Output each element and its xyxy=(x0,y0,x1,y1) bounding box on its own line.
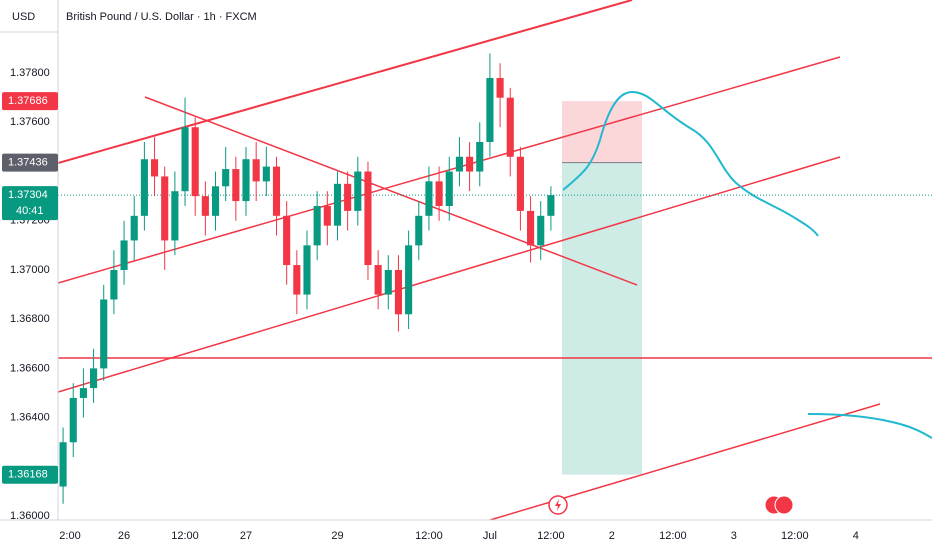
trend-line xyxy=(58,0,633,164)
candle-body xyxy=(537,215,545,246)
candle-body xyxy=(445,171,453,206)
trend-line xyxy=(489,403,881,520)
candle-body xyxy=(354,171,362,211)
candles xyxy=(59,53,555,504)
candle-body xyxy=(283,215,291,266)
candle-body xyxy=(242,159,250,202)
y-tick-label: 1.37800 xyxy=(10,67,50,79)
candle-body xyxy=(415,215,423,246)
target-price-label-bg xyxy=(2,465,58,484)
stop-price-label-bg xyxy=(2,92,58,111)
candle-body xyxy=(374,265,382,295)
trend-line xyxy=(144,96,638,286)
candle-body xyxy=(120,240,128,270)
x-tick-label: 12:00 xyxy=(781,530,809,542)
candle-body xyxy=(222,169,230,187)
candle-body xyxy=(110,269,118,300)
candle-body xyxy=(333,183,342,226)
candle-body xyxy=(364,171,372,266)
candle-body xyxy=(140,159,148,216)
countdown: 40:41 xyxy=(16,205,44,217)
candle-body xyxy=(516,156,524,211)
position-tool xyxy=(562,101,642,475)
candle-body xyxy=(466,156,474,172)
x-tick-label: 12:00 xyxy=(659,530,687,542)
candle-body xyxy=(405,245,413,315)
candle-body xyxy=(486,78,494,142)
target-zone xyxy=(562,162,642,475)
candle-body xyxy=(435,181,443,206)
x-tick-label: 26 xyxy=(118,530,130,542)
candle-body xyxy=(506,97,514,157)
projection-curve xyxy=(562,90,819,237)
candle-body xyxy=(455,156,463,172)
last-price-label: 1.37304 xyxy=(8,189,48,201)
candle-body xyxy=(272,166,281,216)
candle-body xyxy=(201,196,209,216)
candle-body xyxy=(130,215,138,241)
candle-body xyxy=(384,269,392,295)
candle-body xyxy=(171,191,179,241)
candle-body xyxy=(425,181,433,216)
x-tick-label: 2 xyxy=(609,530,615,542)
x-tick-label: 12:00 xyxy=(537,530,565,542)
candle-body xyxy=(191,127,199,197)
candle-body xyxy=(150,159,159,177)
candle-body xyxy=(181,127,189,192)
stop-price-label: 1.37686 xyxy=(8,95,48,107)
candle-body xyxy=(344,183,352,211)
candle-body xyxy=(313,205,321,246)
candle-body xyxy=(252,159,260,182)
x-tick-label: 4 xyxy=(853,530,859,542)
candle-body xyxy=(476,141,484,172)
candle-body xyxy=(293,265,301,295)
candle-body xyxy=(232,169,240,202)
x-tick-label: 12:00 xyxy=(415,530,443,542)
y-tick-label: 1.37600 xyxy=(10,116,50,128)
event-icon xyxy=(555,499,561,511)
trend-line xyxy=(58,156,841,393)
candle-body xyxy=(161,176,169,241)
x-tick-label: 29 xyxy=(331,530,343,542)
candle-body xyxy=(527,210,535,246)
candle-body xyxy=(496,78,504,98)
candle-body xyxy=(100,299,108,369)
event-icon xyxy=(774,495,794,515)
y-tick-label: 1.36800 xyxy=(10,313,50,325)
last-price-label-bg xyxy=(2,186,58,221)
candle-body xyxy=(547,195,555,216)
x-tick-label: Jul xyxy=(483,530,497,542)
candle-body xyxy=(303,245,311,295)
x-tick-label: 2:00 xyxy=(59,530,80,542)
entry-price-label: 1.37436 xyxy=(8,157,48,169)
target-price-label: 1.36168 xyxy=(8,469,48,481)
entry-price-label-bg xyxy=(2,153,58,172)
candle-body xyxy=(211,186,220,216)
candle-body xyxy=(262,166,270,182)
candle-body xyxy=(79,388,87,398)
y-tick-label: 1.36600 xyxy=(10,362,50,374)
x-tick-label: 3 xyxy=(731,530,737,542)
chart-title: British Pound / U.S. Dollar · 1h · FXCM xyxy=(66,11,257,23)
candle-body xyxy=(394,269,403,315)
candle-body xyxy=(323,205,331,226)
projection-curve xyxy=(807,413,932,439)
x-tick-label: 27 xyxy=(240,530,252,542)
candle-body xyxy=(59,442,67,487)
x-tick-label: 12:00 xyxy=(171,530,199,542)
drawings xyxy=(58,0,932,520)
y-tick-label: 1.36000 xyxy=(10,510,50,522)
y-tick-label: 1.36400 xyxy=(10,412,50,424)
candle-body xyxy=(69,397,77,443)
y-tick-label: 1.37000 xyxy=(10,264,50,276)
price-axis xyxy=(0,0,58,520)
candle-body xyxy=(90,368,98,389)
currency: USD xyxy=(12,11,35,23)
event-icons xyxy=(548,495,794,515)
